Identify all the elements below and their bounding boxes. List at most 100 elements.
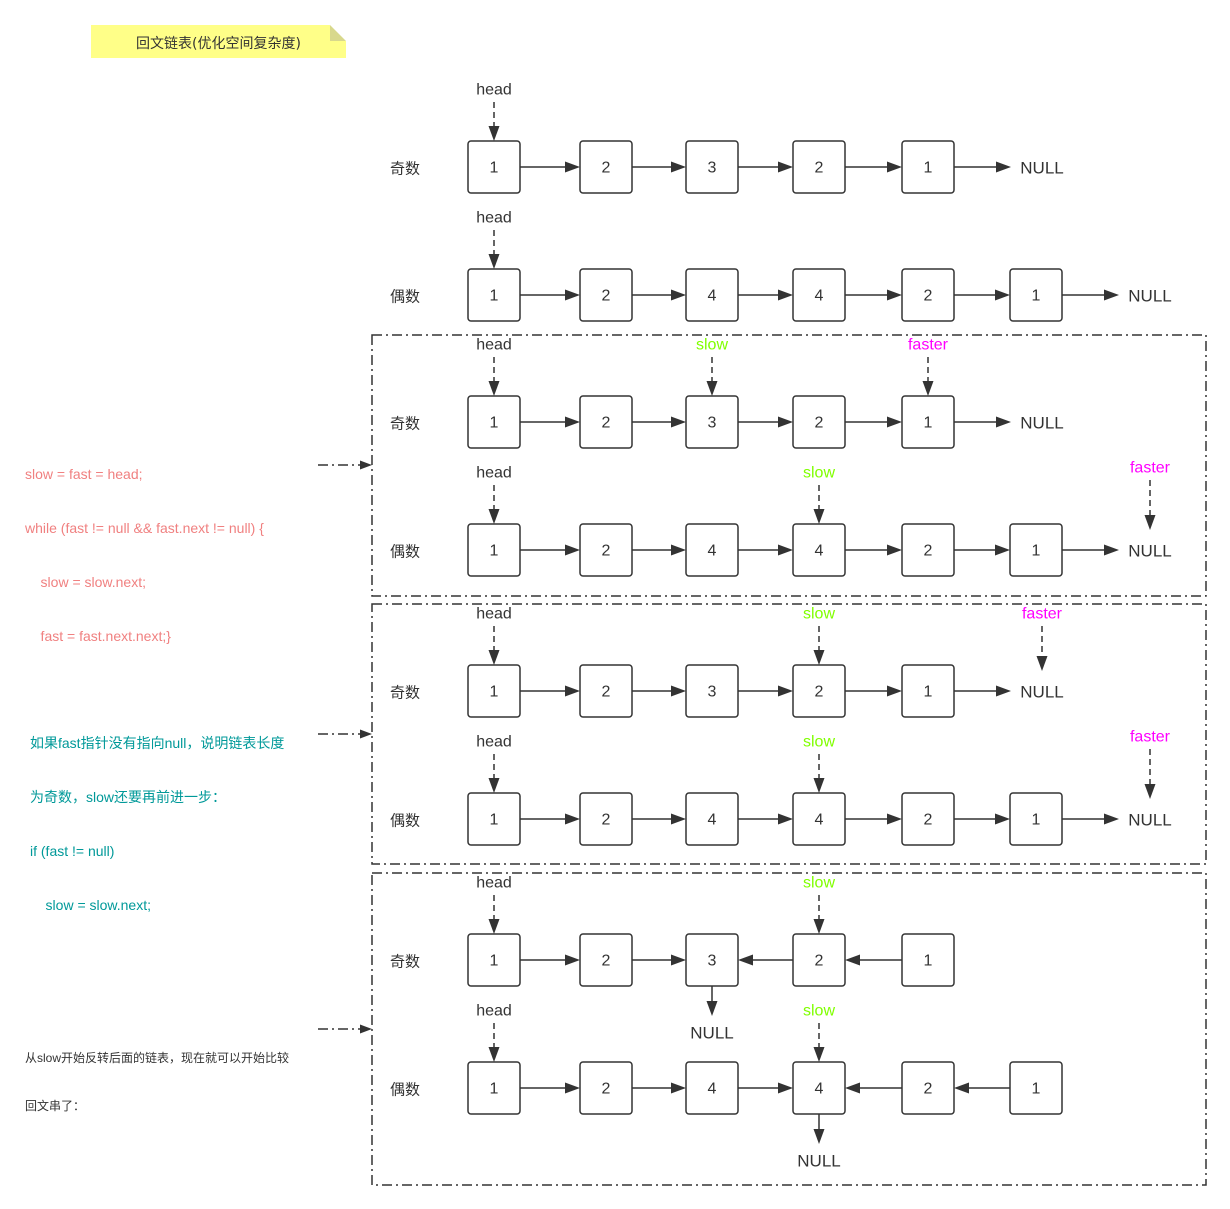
node-value: 2 (815, 160, 824, 177)
list-node: 4 (792, 792, 846, 846)
node-value: 2 (602, 684, 611, 701)
slow-pointer-label: slow (803, 875, 835, 892)
arrow-head (671, 1082, 686, 1094)
faster-pointer-label: faster (908, 337, 949, 354)
arrow-head (845, 1082, 860, 1094)
list-node: 2 (901, 1061, 955, 1115)
arrow-head (565, 544, 580, 556)
reverse-link-arrow (738, 954, 793, 966)
slow-pointer-arrow (813, 626, 825, 665)
odd-step-annotation: 如果fast指针没有指向null，说明链表长度 为奇数，slow还要再前进一步：… (30, 698, 284, 932)
arrow-head (1144, 784, 1156, 799)
list-node: 3 (685, 140, 739, 194)
next-link-arrow (632, 416, 686, 428)
node-value: 1 (490, 543, 499, 560)
odd-label: 奇数 (390, 416, 420, 433)
diagram-title: 回文链表(优化空间复杂度) (136, 36, 301, 52)
node-value: 1 (490, 1081, 499, 1098)
arrow-head (887, 161, 902, 173)
node-value: 4 (815, 1081, 824, 1098)
slow-pointer-label: slow (696, 337, 728, 354)
list-node: 3 (685, 933, 739, 987)
node-value: 1 (924, 953, 933, 970)
arrow-head (778, 685, 793, 697)
reverse-link-arrow (845, 954, 902, 966)
node-value: 2 (602, 812, 611, 829)
node-value: 2 (924, 1081, 933, 1098)
code-line: fast = fast.next.next;} (25, 628, 171, 644)
head-pointer-label: head (476, 875, 512, 892)
code-line: 为奇数，slow还要再前进一步： (30, 789, 227, 805)
list-node: 2 (901, 268, 955, 322)
head-pointer-arrow (488, 485, 500, 524)
head-pointer-arrow (488, 1023, 500, 1062)
next-link-arrow (738, 161, 793, 173)
list-node: 1 (901, 664, 955, 718)
node-value: 2 (602, 1081, 611, 1098)
next-link-arrow (845, 685, 902, 697)
node-value: 1 (1032, 543, 1041, 560)
arrow-head (995, 289, 1010, 301)
next-link-arrow (632, 544, 686, 556)
list-node: 1 (1009, 1061, 1063, 1115)
list-node: 1 (467, 664, 521, 718)
node-value: 3 (708, 415, 717, 432)
code-line: while (fast != null && fast.next != null… (25, 520, 264, 536)
node-value: 4 (815, 543, 824, 560)
list-node: 1 (467, 523, 521, 577)
arrow-head (565, 1082, 580, 1094)
arrow-head (813, 778, 825, 793)
head-pointer-arrow (488, 230, 500, 269)
node-value: 4 (815, 812, 824, 829)
next-link-arrow (520, 416, 580, 428)
code-line: if (fast != null) (30, 843, 115, 859)
slow-pointer-arrow (706, 357, 718, 396)
head-pointer-arrow (488, 102, 500, 141)
list-node: 2 (901, 523, 955, 577)
list-node: 4 (792, 523, 846, 577)
node-value: 4 (708, 1081, 717, 1098)
title-note: 回文链表(优化空间复杂度) (91, 25, 346, 58)
node-value: 2 (815, 415, 824, 432)
node-value: 2 (815, 684, 824, 701)
list-node: 1 (901, 140, 955, 194)
faster-pointer-arrow (1036, 626, 1048, 671)
list-node: 2 (579, 268, 633, 322)
node-value: 2 (924, 543, 933, 560)
list-node: 4 (792, 1061, 846, 1115)
null-label: NULL (690, 1024, 733, 1043)
list-node: 2 (579, 664, 633, 718)
arrow-head (778, 1082, 793, 1094)
next-link-arrow (738, 813, 793, 825)
odd-label: 奇数 (390, 954, 420, 971)
null-link-arrow (954, 685, 1011, 697)
slow-pointer-arrow (813, 754, 825, 793)
faster-pointer-label: faster (1130, 729, 1171, 746)
node-value: 1 (490, 415, 499, 432)
node-value: 1 (490, 288, 499, 305)
node-value: 2 (602, 288, 611, 305)
list-node: 1 (467, 268, 521, 322)
list-node: 3 (685, 395, 739, 449)
head-pointer-label: head (476, 337, 512, 354)
odd-step-connector (318, 729, 372, 739)
arrow-head (671, 161, 686, 173)
slow-pointer-label: slow (803, 465, 835, 482)
node-value: 4 (815, 288, 824, 305)
null-label: NULL (1020, 414, 1063, 433)
arrow-head (778, 813, 793, 825)
node-value: 2 (602, 953, 611, 970)
arrow-head (706, 381, 718, 396)
node-value: 3 (708, 953, 717, 970)
arrow-head (995, 813, 1010, 825)
list-node: 1 (467, 933, 521, 987)
code-line: slow = slow.next; (30, 897, 151, 913)
list-node: 1 (901, 395, 955, 449)
list-node: 2 (792, 395, 846, 449)
faster-pointer-arrow (1144, 749, 1156, 799)
next-link-arrow (845, 544, 902, 556)
list-node: 1 (1009, 523, 1063, 577)
list-node: 1 (467, 792, 521, 846)
head-pointer-arrow (488, 626, 500, 665)
node-value: 1 (924, 684, 933, 701)
